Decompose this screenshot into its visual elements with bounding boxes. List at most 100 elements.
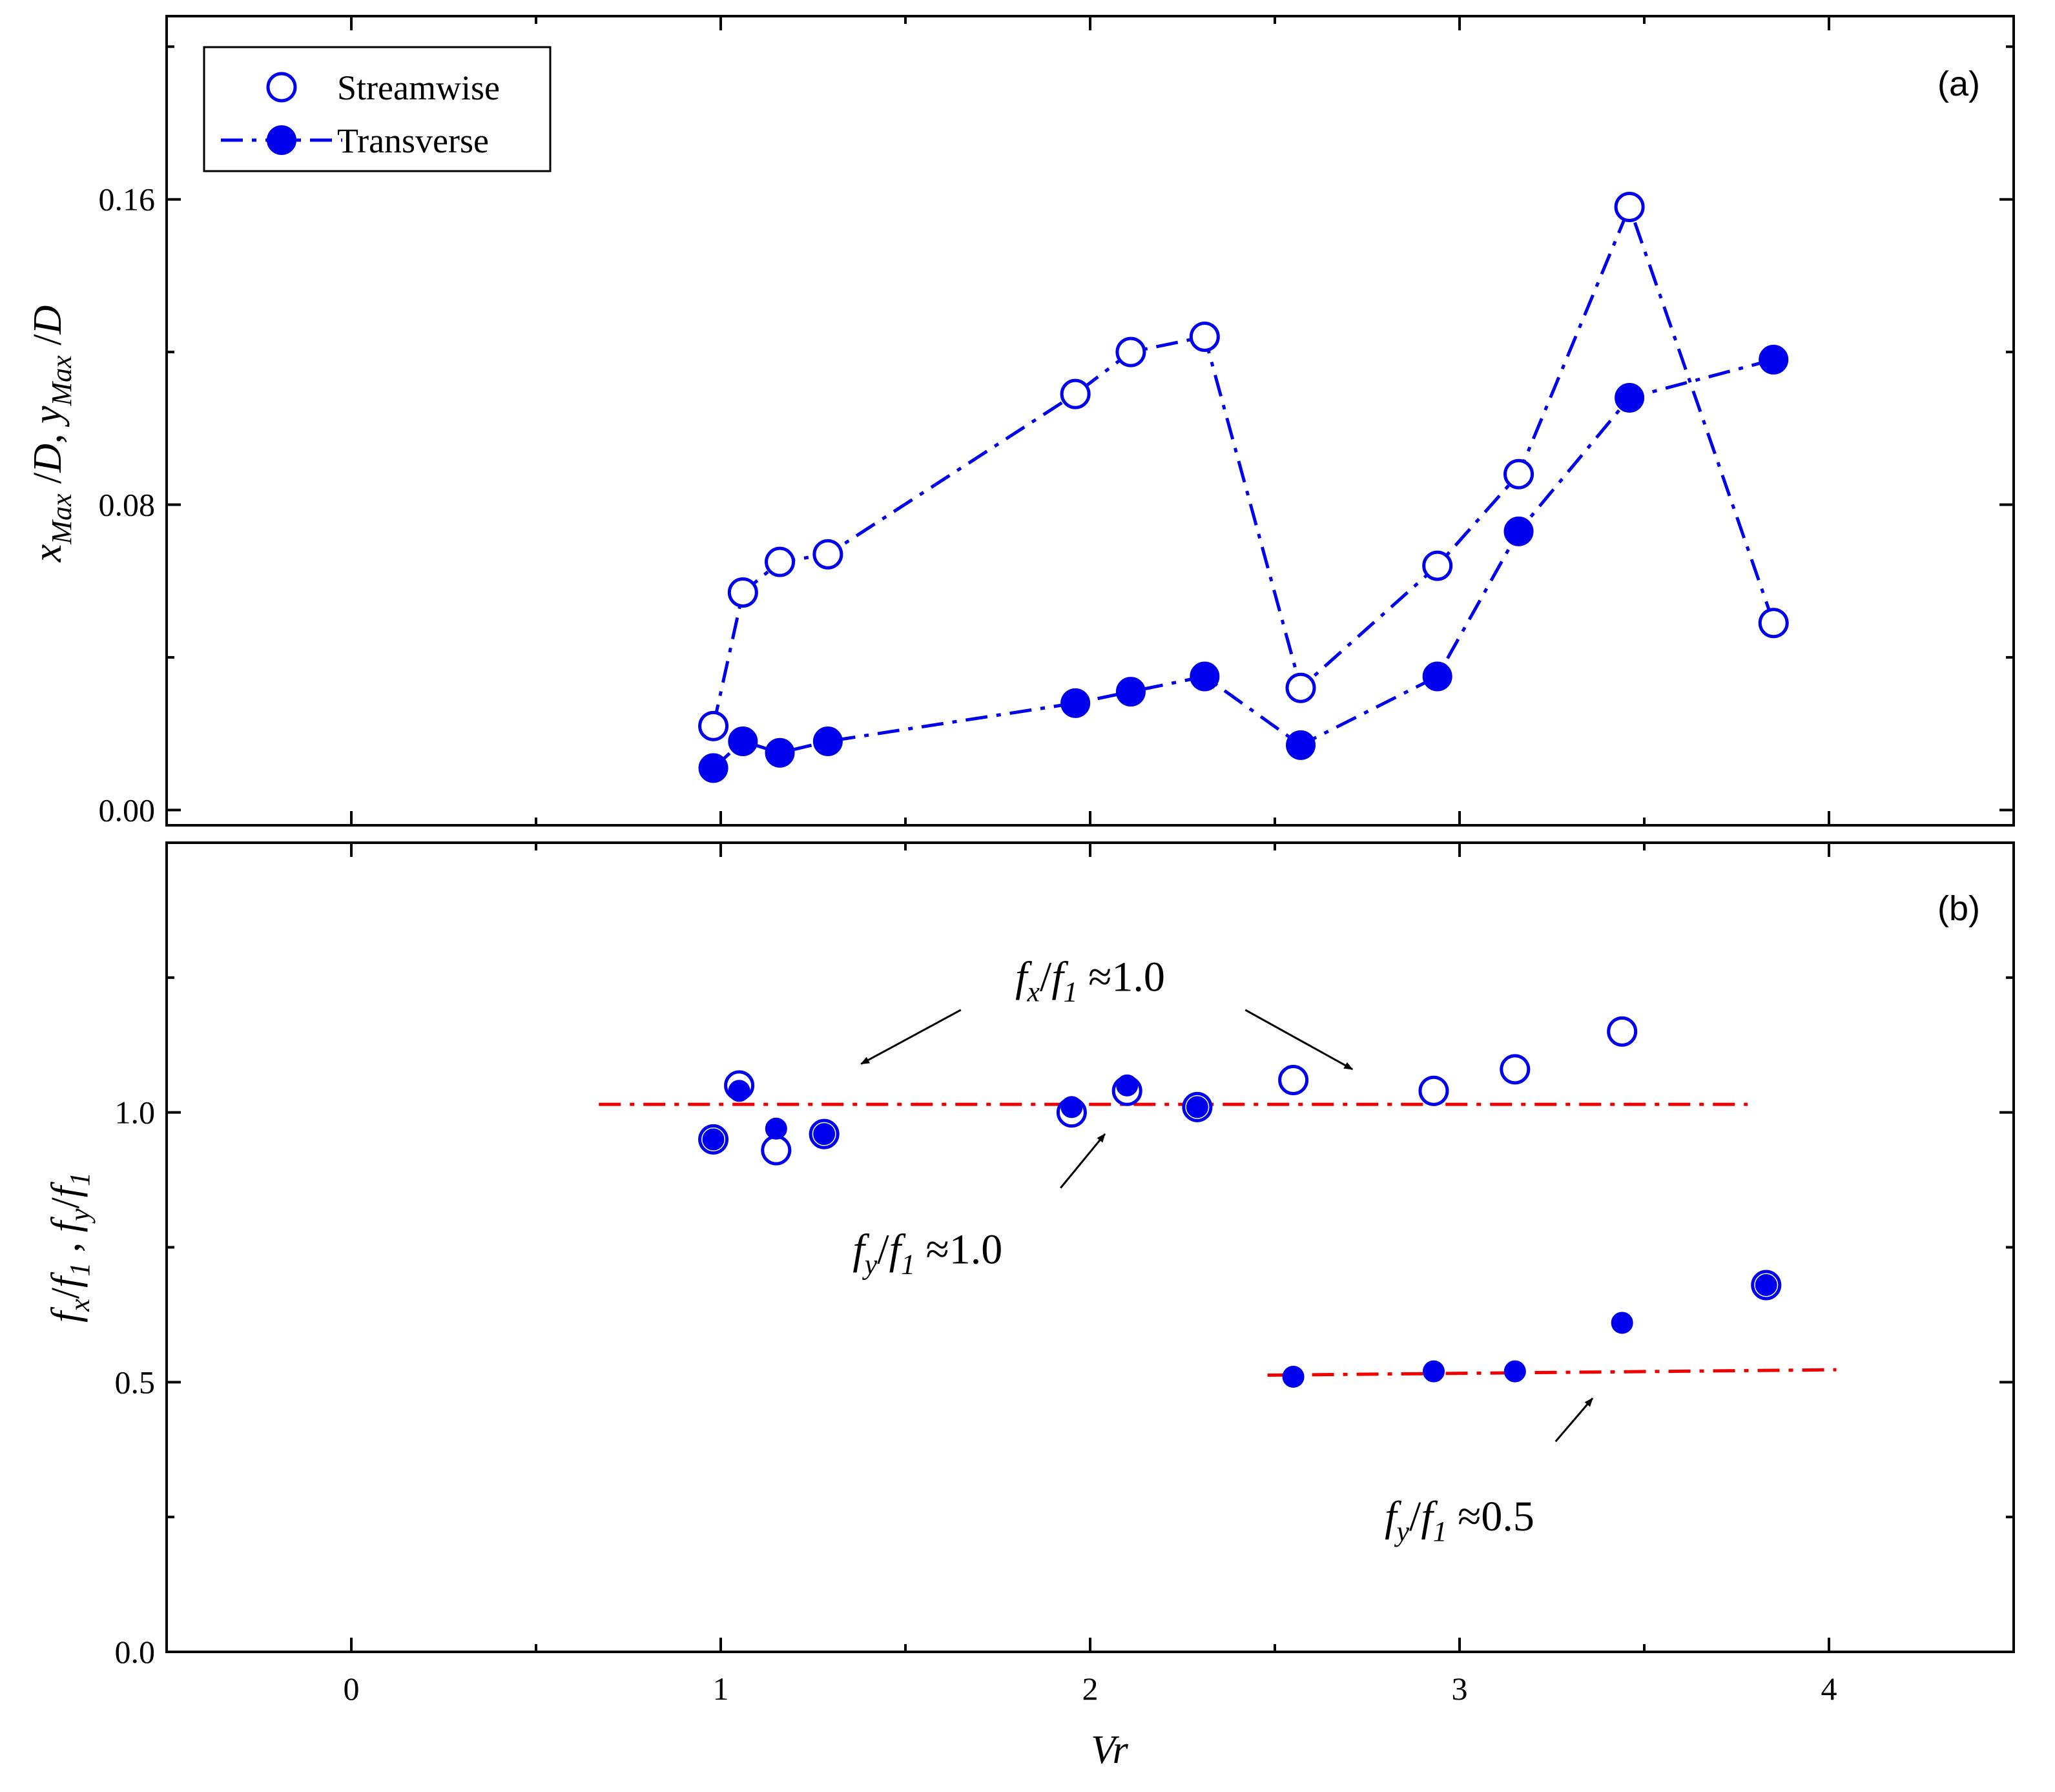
transverse-point (1615, 383, 1645, 413)
streamwise-point (1189, 321, 1220, 352)
label-part: ≈0.5 (1447, 1493, 1534, 1540)
label-part: / (1040, 954, 1052, 1001)
label-part: Max (46, 355, 77, 407)
transverse-point (1286, 730, 1316, 760)
streamwise-point (1614, 192, 1645, 223)
label-part: y (64, 1208, 96, 1224)
annotation-arrow (1244, 1009, 1354, 1071)
legend-marker-filled (267, 125, 296, 155)
transverse-frequency-point (1503, 1360, 1526, 1383)
transverse-point (1190, 661, 1220, 692)
annotation-label: fy/f1 ≈1.0 (852, 1226, 1002, 1281)
transverse-frequency-point (1422, 1360, 1445, 1383)
panel-b: 0.0 0.5 1.0 0 1 2 3 4 fx/f1 ≈1.0 fy/f1 ≈1.0 fy/f1… (44, 841, 2015, 1772)
panel-a-label: (a) (1937, 65, 1980, 103)
transverse-point (698, 753, 728, 783)
y-tick-label: 0.00 (99, 792, 156, 828)
y-tick-label: 0.08 (99, 487, 156, 523)
label-part: x (26, 544, 70, 562)
transverse-point (812, 726, 843, 756)
transverse-frequency-point (765, 1117, 787, 1140)
label-part: D (26, 444, 70, 473)
label-part: / (877, 1226, 889, 1273)
transverse-frequency-point (1116, 1074, 1139, 1097)
transverse-frequency-point (1611, 1312, 1633, 1334)
label-part: 1 (64, 1172, 96, 1186)
panel-a: 0.00 0.08 0.16 (a) xMax /D, yMax /D Stream… (26, 15, 2015, 828)
streamwise-point (1115, 336, 1146, 367)
streamwise-frequency-point (1278, 1065, 1309, 1096)
streamwise-point (1503, 458, 1534, 489)
streamwise-frequency-point (761, 1135, 792, 1166)
label-part: , (44, 1232, 88, 1262)
y-tick-label: 0.5 (115, 1364, 156, 1400)
transverse-point (728, 726, 758, 756)
legend-box (203, 46, 552, 172)
y-tick-label: 0.16 (99, 181, 156, 218)
label-part: 1 (1064, 976, 1078, 1008)
transverse-line (712, 358, 1774, 770)
transverse-point (1759, 344, 1789, 375)
streamwise-point (765, 546, 796, 577)
transverse-frequency-point (1755, 1273, 1777, 1296)
label-part: x (64, 1299, 96, 1312)
streamwise-frequency-point (1500, 1054, 1531, 1085)
x-axis-title: Vr (1091, 1728, 1128, 1772)
x-tick-label: 4 (1821, 1671, 1837, 1707)
streamwise-point (812, 539, 843, 570)
streamwise-point (1060, 378, 1091, 409)
transverse-frequency-point (702, 1128, 725, 1151)
panel-b-reference-lines (599, 1102, 1837, 1377)
label-part: 1 (901, 1249, 915, 1281)
legend-label: Streamwise (337, 68, 500, 107)
streamwise-point (698, 710, 729, 741)
transverse-point (1060, 688, 1091, 718)
label-part: D (26, 305, 70, 335)
label-part: ≈1.0 (1078, 954, 1165, 1001)
label-part: y (1394, 1516, 1409, 1547)
panel-a-frame (165, 15, 2015, 827)
x-tick-label: 2 (1082, 1671, 1099, 1707)
panel-b-y-axis-title: fx/f1 , fy/f1 (44, 1172, 96, 1323)
label-part: / (44, 1197, 88, 1208)
label-part: 1 (64, 1262, 96, 1277)
annotation-arrow (1060, 1133, 1106, 1189)
transverse-frequency-point (728, 1080, 750, 1102)
panel-a-y-axis-title: xMax /D, yMax /D (26, 305, 77, 562)
streamwise-frequency-point (1607, 1016, 1638, 1047)
label-part: / (1409, 1493, 1421, 1540)
label-part: / (44, 1287, 88, 1299)
transverse-point (1422, 661, 1452, 692)
y-tick-label: 1.0 (115, 1095, 156, 1131)
streamwise-point (1758, 608, 1789, 639)
label-part: y (26, 406, 70, 427)
transverse-frequency-point (1282, 1365, 1305, 1388)
panel-b-frame (165, 841, 2015, 1653)
streamwise-point (1422, 550, 1453, 581)
transverse-frequency-point (1060, 1096, 1083, 1118)
legend: Streamwise Transverse (203, 46, 552, 172)
label-part: Max (46, 493, 77, 545)
x-tick-label: 0 (344, 1671, 360, 1707)
transverse-frequency-point (1186, 1096, 1208, 1118)
label-part: x (1026, 976, 1040, 1008)
label-part: y (862, 1249, 878, 1281)
label-part: 1 (1433, 1516, 1447, 1547)
label-part: ≈1.0 (915, 1226, 1002, 1273)
y-tick-label: 0.0 (115, 1634, 156, 1670)
legend-label: Transverse (337, 121, 489, 160)
label-part: / (26, 334, 70, 356)
panel-a-lines (712, 202, 1775, 770)
panel-a-marks (698, 192, 1789, 783)
x-tick-label: 1 (713, 1671, 729, 1707)
streamwise-point (727, 577, 758, 608)
transverse-point (1115, 677, 1146, 707)
transverse-frequency-point (813, 1123, 836, 1146)
annotation-arrow (860, 1009, 962, 1065)
legend-marker-open (266, 72, 297, 103)
panel-b-label: (b) (1937, 889, 1980, 928)
transverse-point (1503, 516, 1534, 546)
label-part: / (26, 472, 70, 494)
annotation-label: fy/f1 ≈0.5 (1385, 1493, 1534, 1547)
